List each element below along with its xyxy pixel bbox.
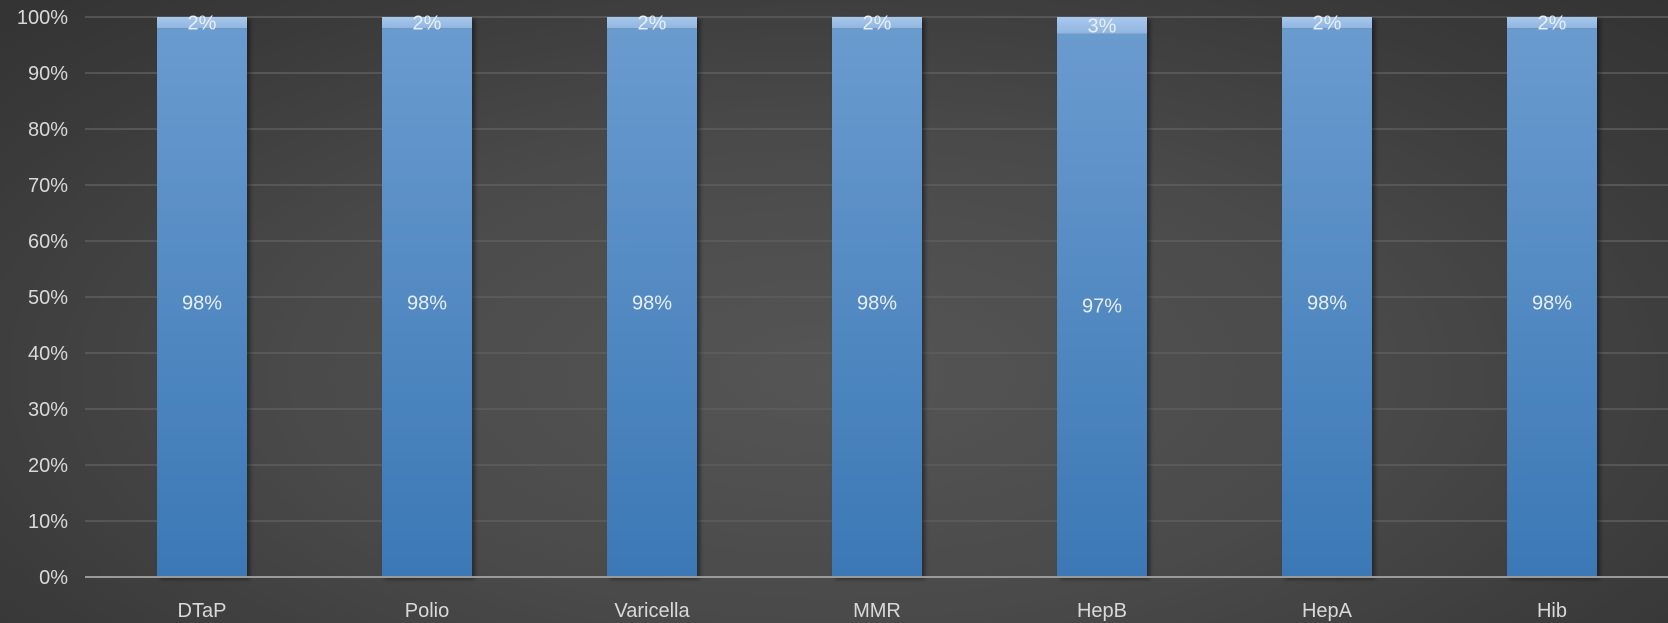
data-label-top: 3%	[1088, 15, 1117, 37]
bar-main-segment	[1057, 33, 1147, 578]
y-tick-label: 10%	[28, 511, 68, 533]
data-label-top: 2%	[1313, 13, 1342, 35]
y-tick-label: 90%	[28, 63, 68, 85]
y-axis-tick-labels: 0% 10% 20% 30% 40% 50% 60% 70% 80% 90% 100%	[17, 7, 68, 589]
x-category-label: HepB	[1077, 600, 1127, 622]
y-tick-label: 80%	[28, 119, 68, 141]
x-category-label: Hib	[1537, 600, 1567, 622]
data-label-main: 98%	[632, 293, 672, 315]
bar-main-segment	[607, 28, 697, 577]
data-label-top: 2%	[1538, 13, 1567, 35]
bar-top-segment	[157, 17, 247, 29]
data-label-main: 98%	[407, 293, 447, 315]
bars: 98% 2% 98% 2% 98% 2% 98% 2% 97% 3% 98% 2% 98% 2%	[157, 13, 1597, 578]
y-tick-label: 50%	[28, 287, 68, 309]
bar-top-segment	[1282, 17, 1372, 29]
bar-group	[1507, 17, 1597, 577]
y-tick-label: 20%	[28, 455, 68, 477]
x-category-label: Varicella	[614, 600, 690, 622]
y-tick-label: 70%	[28, 175, 68, 197]
y-tick-label: 30%	[28, 399, 68, 421]
bar-group	[382, 17, 472, 577]
bar-group	[157, 17, 247, 577]
bar-group	[1282, 17, 1372, 577]
bar-main-segment	[832, 28, 922, 577]
y-tick-label: 100%	[17, 7, 68, 29]
bar-top-segment	[382, 17, 472, 29]
bar-main-segment	[157, 28, 247, 577]
x-category-label: HepA	[1302, 600, 1353, 622]
data-label-top: 2%	[638, 13, 667, 35]
y-tick-label: 0%	[39, 567, 68, 589]
bar-group	[607, 17, 697, 577]
x-axis-category-labels: DTaP Polio Varicella MMR HepB HepA Hib	[178, 600, 1567, 622]
bar-main-segment	[1282, 28, 1372, 577]
bar-main-segment	[1507, 28, 1597, 577]
data-label-top: 2%	[188, 13, 217, 35]
bar-top-segment	[1057, 17, 1147, 34]
x-category-label: Polio	[405, 600, 449, 622]
x-category-label: DTaP	[178, 600, 227, 622]
bar-top-segment	[832, 17, 922, 29]
y-tick-label: 40%	[28, 343, 68, 365]
bar-group	[832, 17, 922, 577]
bar-top-segment	[1507, 17, 1597, 29]
y-tick-label: 60%	[28, 231, 68, 253]
data-label-main: 98%	[1532, 293, 1572, 315]
data-label-top: 2%	[413, 13, 442, 35]
data-label-top: 2%	[863, 13, 892, 35]
data-label-main: 98%	[857, 293, 897, 315]
data-label-main: 97%	[1082, 295, 1122, 317]
bar-group	[1057, 17, 1147, 578]
data-label-main: 98%	[1307, 293, 1347, 315]
data-label-main: 98%	[182, 293, 222, 315]
x-category-label: MMR	[853, 600, 901, 622]
bar-main-segment	[382, 28, 472, 577]
bar-top-segment	[607, 17, 697, 29]
